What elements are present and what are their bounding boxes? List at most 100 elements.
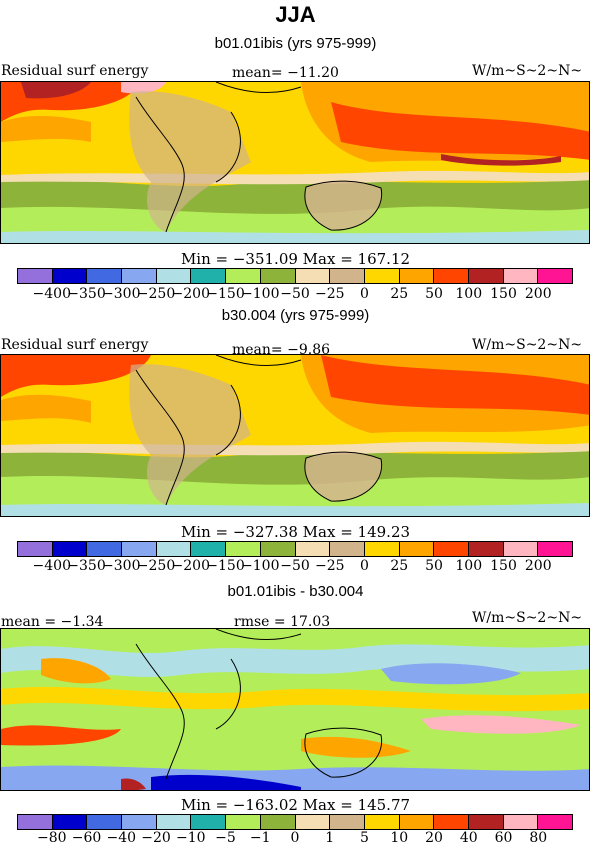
colorbar-swatch [538, 269, 572, 283]
colorbar-swatch [87, 542, 123, 556]
colorbar-swatch [503, 815, 539, 829]
colorbar-tick-label: −300 [102, 558, 141, 574]
panel-3-colorbar-ticks: −80 −60 −40 −20 −10 −5 −1 0 1 5 10 20 40 60 80 [0, 830, 591, 846]
colorbar-tick-label: −100 [241, 558, 280, 574]
colorbar-tick-label: 60 [494, 830, 513, 846]
colorbar-swatch [434, 269, 469, 283]
colorbar-swatch [399, 269, 435, 283]
colorbar-swatch [295, 542, 331, 556]
colorbar-swatch [18, 269, 53, 283]
colorbar-tick-label: 0 [290, 830, 300, 846]
colorbar-tick-label: 100 [455, 558, 483, 574]
colorbar-tick-label: −150 [206, 286, 245, 302]
colorbar-tick-label: 200 [524, 558, 552, 574]
colorbar-swatch [330, 542, 365, 556]
colorbar-swatch [156, 815, 192, 829]
figure-title: JJA [275, 2, 316, 27]
colorbar-swatch [295, 269, 331, 283]
panel-3-rmse-label: rmse = 17.03 [234, 614, 331, 630]
colorbar-tick-label: −10 [175, 830, 206, 846]
colorbar-swatch [156, 542, 192, 556]
colorbar-swatch [18, 542, 53, 556]
colorbar-tick-label: −40 [106, 830, 137, 846]
panel-3-mean-label: mean = −1.34 [1, 614, 104, 630]
panel-1-colorbar-ticks: −400 −350 −300 −250 −200 −150 −100 −50 −25 0 25 50 1… [0, 286, 591, 302]
panel-1-colorbar [17, 268, 573, 284]
colorbar-tick-label: −20 [141, 830, 171, 846]
colorbar-swatch [364, 815, 400, 829]
colorbar-swatch [503, 542, 539, 556]
panel-3-colorbar [17, 814, 573, 830]
colorbar-tick-label: 0 [360, 286, 369, 302]
colorbar-tick-label: 150 [490, 286, 517, 302]
colorbar-swatch [226, 542, 261, 556]
colorbar-swatch [260, 815, 296, 829]
colorbar-swatch [260, 542, 296, 556]
colorbar-tick-label: −100 [241, 286, 280, 302]
colorbar-tick-label: 100 [455, 286, 483, 302]
colorbar-swatch [538, 815, 572, 829]
colorbar-tick-label: −350 [67, 558, 106, 574]
panel-1-variable-label: Residual surf energy [1, 63, 149, 79]
colorbar-swatch [399, 542, 435, 556]
colorbar-swatch [226, 815, 261, 829]
colorbar-swatch [226, 269, 261, 283]
panel-2-map [0, 354, 590, 517]
colorbar-swatch [468, 815, 504, 829]
colorbar-tick-label: 20 [425, 830, 443, 846]
colorbar-tick-label: −300 [102, 286, 141, 302]
colorbar-tick-label: 10 [390, 830, 409, 846]
colorbar-swatch [156, 269, 192, 283]
colorbar-swatch [330, 815, 365, 829]
colorbar-tick-label: −50 [280, 286, 310, 302]
colorbar-swatch [399, 815, 435, 829]
colorbar-swatch [364, 542, 400, 556]
colorbar-tick-label: −200 [171, 558, 210, 574]
colorbar-tick-label: −200 [171, 286, 210, 302]
colorbar-tick-label: 25 [390, 286, 409, 302]
panel-1-subtitle: b01.01ibis (yrs 975-999) [214, 35, 377, 52]
colorbar-swatch [468, 269, 504, 283]
panel-3-min-max: Min = −163.02 Max = 145.77 [180, 796, 411, 814]
colorbar-swatch [52, 542, 88, 556]
colorbar-tick-label: −150 [206, 558, 245, 574]
colorbar-tick-label: −50 [280, 558, 310, 574]
panel-2-subtitle: b30.004 (yrs 975-999) [221, 307, 370, 324]
panel-1-min-max: Min = −351.09 Max = 167.12 [180, 250, 411, 268]
colorbar-tick-label: 50 [425, 286, 443, 302]
panel-3-map [0, 628, 590, 791]
colorbar-tick-label: 0 [360, 558, 369, 574]
colorbar-swatch [191, 269, 227, 283]
colorbar-swatch [295, 815, 331, 829]
colorbar-swatch [52, 269, 88, 283]
colorbar-swatch [18, 815, 53, 829]
colorbar-tick-label: −80 [36, 830, 67, 846]
colorbar-swatch [122, 269, 157, 283]
colorbar-swatch [87, 815, 123, 829]
colorbar-tick-label: −60 [71, 830, 102, 846]
colorbar-tick-label: 5 [360, 830, 369, 846]
colorbar-tick-label: −400 [32, 286, 71, 302]
colorbar-tick-label: 80 [529, 830, 548, 846]
colorbar-tick-label: 150 [490, 558, 517, 574]
colorbar-tick-label: −350 [67, 286, 106, 302]
colorbar-tick-label: −400 [32, 558, 71, 574]
colorbar-swatch [434, 542, 469, 556]
colorbar-swatch [52, 815, 88, 829]
panel-1-map [0, 81, 590, 244]
colorbar-swatch [122, 815, 157, 829]
panel-3-units-label: W/m~S~2~N~ [472, 610, 583, 626]
colorbar-swatch [364, 269, 400, 283]
panel-3-subtitle: b01.01ibis - b30.004 [227, 583, 364, 600]
colorbar-tick-label: −25 [314, 286, 345, 302]
colorbar-tick-label: 1 [325, 830, 335, 846]
colorbar-swatch [87, 269, 123, 283]
panel-2-colorbar [17, 541, 573, 557]
colorbar-swatch [191, 542, 227, 556]
panel-1-units-label: W/m~S~2~N~ [472, 63, 583, 79]
colorbar-swatch [191, 815, 227, 829]
panel-2-units-label: W/m~S~2~N~ [472, 337, 583, 353]
colorbar-tick-label: 25 [390, 558, 409, 574]
colorbar-tick-label: −25 [314, 558, 345, 574]
colorbar-swatch [330, 269, 365, 283]
